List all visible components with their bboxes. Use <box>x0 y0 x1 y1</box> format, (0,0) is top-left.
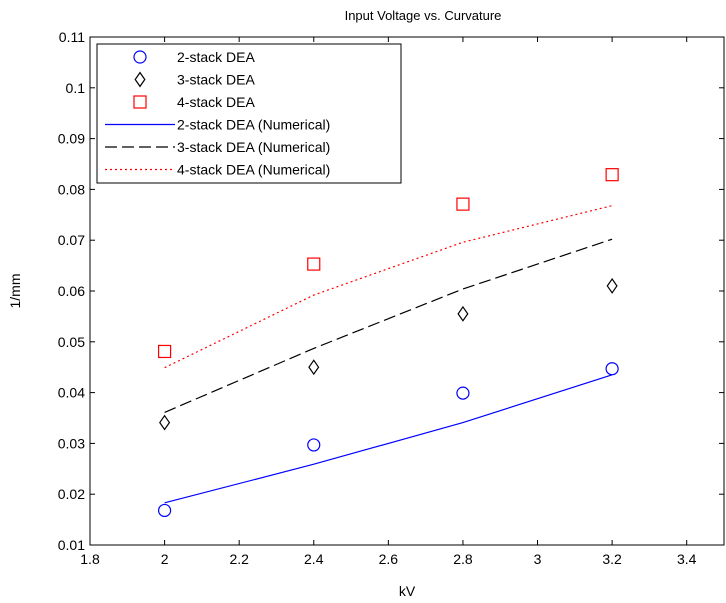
x-tick-label: 3 <box>534 551 542 567</box>
y-tick-label: 0.08 <box>58 181 85 197</box>
legend-label: 4-stack DEA (Numerical) <box>177 162 330 178</box>
y-tick-label: 0.03 <box>58 435 85 451</box>
x-tick-label: 2.4 <box>304 551 324 567</box>
legend-item: 3-stack DEA (Numerical) <box>105 139 330 155</box>
data-point-circle <box>157 503 172 518</box>
legend-box <box>96 43 402 184</box>
y-tick-label: 0.09 <box>58 131 85 147</box>
data-point-circle <box>307 438 321 452</box>
x-tick-label: 2.8 <box>453 551 473 567</box>
series-line <box>164 238 613 413</box>
legend-item: 2-stack DEA (Numerical) <box>105 117 330 133</box>
x-axis-label: kV <box>399 583 416 599</box>
y-tick-label: 0.1 <box>66 80 86 96</box>
data-point-diamond <box>606 277 618 294</box>
legend-label: 4-stack DEA <box>177 94 255 110</box>
chart-title: Input Voltage vs. Curvature <box>345 8 502 23</box>
legend-label: 2-stack DEA (Numerical) <box>177 117 330 133</box>
data-point-diamond <box>457 305 469 322</box>
legend-item: 2-stack DEA <box>133 49 255 65</box>
x-tick-label: 3.4 <box>677 551 697 567</box>
data-point-diamond <box>308 359 320 376</box>
legend-marker-swatch <box>134 71 146 88</box>
y-tick-label: 0.07 <box>58 232 85 248</box>
data-point-square <box>157 344 172 359</box>
plot-frame <box>89 36 725 546</box>
series-lines <box>164 205 613 504</box>
x-tick-label: 2 <box>161 551 169 567</box>
series-markers <box>157 168 619 518</box>
data-point-diamond <box>159 414 171 431</box>
x-tick-label: 2.2 <box>229 551 249 567</box>
data-point-square <box>605 168 619 182</box>
legend-item: 4-stack DEA <box>133 94 255 110</box>
axis-ticks: 1.8 2 2.2 2.4 2.6 2.8 3 3.2 3.4 0.01 0.02 0.03 0.04 0… <box>58 29 724 567</box>
legend-marker-swatch <box>133 95 147 109</box>
legend-label: 2-stack DEA <box>177 49 255 65</box>
legend-label: 3-stack DEA <box>177 72 255 88</box>
legend-item: 3-stack DEA <box>134 71 255 88</box>
data-point-circle <box>605 362 619 376</box>
y-axis-label: 1/mm <box>7 274 23 309</box>
y-tick-label: 0.04 <box>58 385 85 401</box>
y-tick-label: 0.01 <box>58 537 85 553</box>
y-tick-label: 0.05 <box>58 334 85 350</box>
x-tick-label: 1.8 <box>80 551 100 567</box>
data-point-circle <box>456 386 470 400</box>
x-tick-label: 3.2 <box>602 551 622 567</box>
legend: 2-stack DEA 3-stack DEA 4-stack DEA 2-stack… <box>96 43 402 184</box>
data-point-square <box>456 197 470 211</box>
y-tick-label: 0.11 <box>59 29 85 45</box>
legend-item: 4-stack DEA (Numerical) <box>105 162 330 178</box>
legend-marker-swatch <box>133 50 147 64</box>
series-line <box>164 205 613 369</box>
x-tick-label: 2.6 <box>379 551 399 567</box>
legend-label: 3-stack DEA (Numerical) <box>177 139 330 155</box>
y-tick-label: 0.02 <box>58 486 85 502</box>
data-point-square <box>307 257 321 271</box>
y-tick-label: 0.06 <box>58 283 85 299</box>
series-line <box>164 374 613 504</box>
